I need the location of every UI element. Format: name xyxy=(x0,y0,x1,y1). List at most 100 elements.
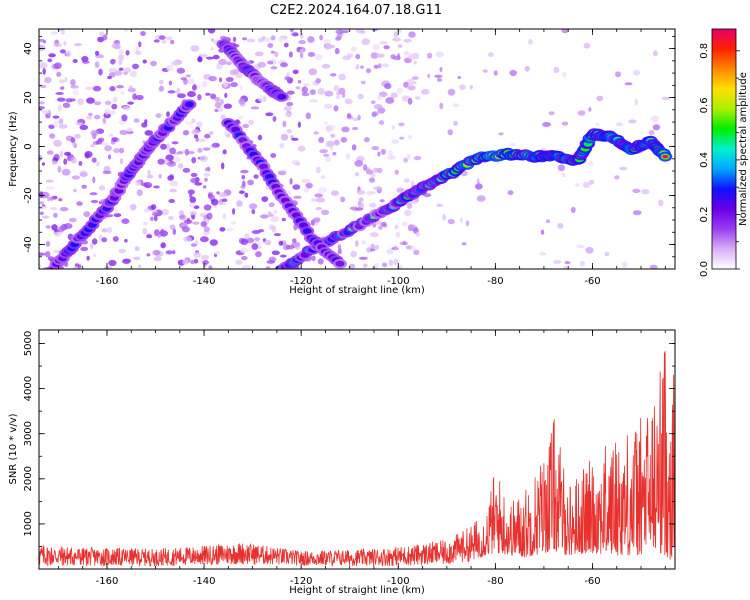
noise-blob xyxy=(89,192,98,196)
colorbar-tick-label: 0.4 xyxy=(699,152,710,168)
noise-blob xyxy=(79,170,88,178)
noise-blob xyxy=(166,111,170,118)
noise-blob xyxy=(97,139,103,145)
noise-blob xyxy=(118,59,123,66)
noise-blob xyxy=(488,52,494,57)
noise-blob xyxy=(129,71,137,78)
noise-blob xyxy=(191,118,196,123)
noise-blob xyxy=(250,106,260,110)
noise-blob xyxy=(126,127,133,132)
noise-blob xyxy=(203,204,212,211)
noise-blob xyxy=(135,179,142,186)
noise-blob xyxy=(615,71,621,78)
noise-blob xyxy=(220,98,224,105)
colorbar-tick-label: 0.8 xyxy=(699,43,710,59)
noise-blob xyxy=(379,41,388,45)
noise-blob xyxy=(201,80,208,88)
noise-blob xyxy=(102,117,107,124)
noise-blob xyxy=(205,92,211,96)
noise-blob xyxy=(359,256,368,260)
noise-blob xyxy=(388,259,394,266)
noise-blob xyxy=(318,136,325,143)
noise-blob xyxy=(57,226,65,233)
noise-blob xyxy=(108,259,117,267)
noise-blob xyxy=(222,213,227,220)
noise-blob xyxy=(335,29,344,34)
noise-blob xyxy=(160,228,165,236)
noise-blob xyxy=(63,158,68,165)
noise-blob xyxy=(377,167,383,174)
noise-blob xyxy=(167,216,174,220)
noise-blob xyxy=(121,218,130,224)
noise-blob xyxy=(188,202,196,208)
noise-blob xyxy=(92,253,97,258)
noise-blob xyxy=(133,118,140,123)
noise-blob xyxy=(265,266,271,269)
noise-blob xyxy=(315,78,322,84)
noise-blob xyxy=(396,187,405,193)
noise-blob xyxy=(219,227,226,232)
noise-blob xyxy=(61,168,71,176)
noise-blob xyxy=(356,64,360,69)
y-tick-label: 4000 xyxy=(23,376,34,401)
noise-blob xyxy=(407,85,416,91)
noise-blob xyxy=(260,214,269,219)
noise-blob xyxy=(248,119,255,126)
noise-blob xyxy=(107,154,112,160)
noise-blob xyxy=(380,148,386,155)
noise-blob xyxy=(333,105,339,112)
noise-blob xyxy=(39,44,46,52)
noise-blob xyxy=(39,191,44,199)
noise-blob xyxy=(53,231,63,237)
noise-blob xyxy=(355,207,364,211)
y-tick-label: 3000 xyxy=(23,421,34,446)
noise-blob xyxy=(360,65,364,69)
noise-blob xyxy=(202,260,210,265)
noise-blob xyxy=(254,51,264,57)
noise-blob xyxy=(292,238,297,243)
noise-blob xyxy=(244,192,249,198)
noise-blob xyxy=(109,133,114,137)
noise-blob xyxy=(271,250,280,256)
noise-blob xyxy=(345,153,351,160)
noise-blob xyxy=(658,199,664,207)
noise-blob xyxy=(60,150,64,158)
noise-blob xyxy=(123,67,131,73)
noise-blob xyxy=(528,38,533,45)
noise-blob xyxy=(561,121,569,126)
figure-title: C2E2.2024.164.07.18.G11 xyxy=(270,3,442,18)
noise-blob xyxy=(420,88,430,95)
noise-blob xyxy=(284,76,291,81)
noise-blob xyxy=(319,34,323,41)
y-tick-label: 1000 xyxy=(23,511,34,536)
noise-blob xyxy=(144,119,148,124)
noise-blob xyxy=(465,220,470,227)
noise-blob xyxy=(42,215,50,219)
noise-blob xyxy=(294,162,301,166)
noise-blob xyxy=(70,85,79,89)
noise-blob xyxy=(51,224,58,231)
snr-panel: -160 -140 -120 -100 -80 -60 1000 2000 3000 4000 5… xyxy=(8,329,676,596)
noise-blob xyxy=(232,36,237,43)
noise-blob xyxy=(221,162,225,170)
noise-blob xyxy=(249,203,258,210)
noise-blob xyxy=(322,39,332,43)
colorbar-bar xyxy=(711,28,737,270)
noise-blob xyxy=(169,147,177,155)
noise-blob xyxy=(53,43,62,48)
noise-blob xyxy=(84,86,94,91)
noise-blob xyxy=(142,221,148,226)
snr-x-axis: -160 -140 -120 -100 -80 -60 xyxy=(58,330,666,587)
noise-blob xyxy=(167,161,176,167)
noise-blob xyxy=(50,207,57,211)
noise-blob xyxy=(63,40,67,46)
noise-blob xyxy=(47,256,55,261)
noise-blob xyxy=(135,94,144,101)
noise-blob xyxy=(230,82,238,88)
noise-blob xyxy=(39,154,43,162)
noise-blob xyxy=(447,88,456,96)
noise-blob xyxy=(81,184,87,189)
noise-blob xyxy=(280,254,287,258)
noise-blob xyxy=(279,143,285,149)
noise-blob xyxy=(295,86,301,90)
